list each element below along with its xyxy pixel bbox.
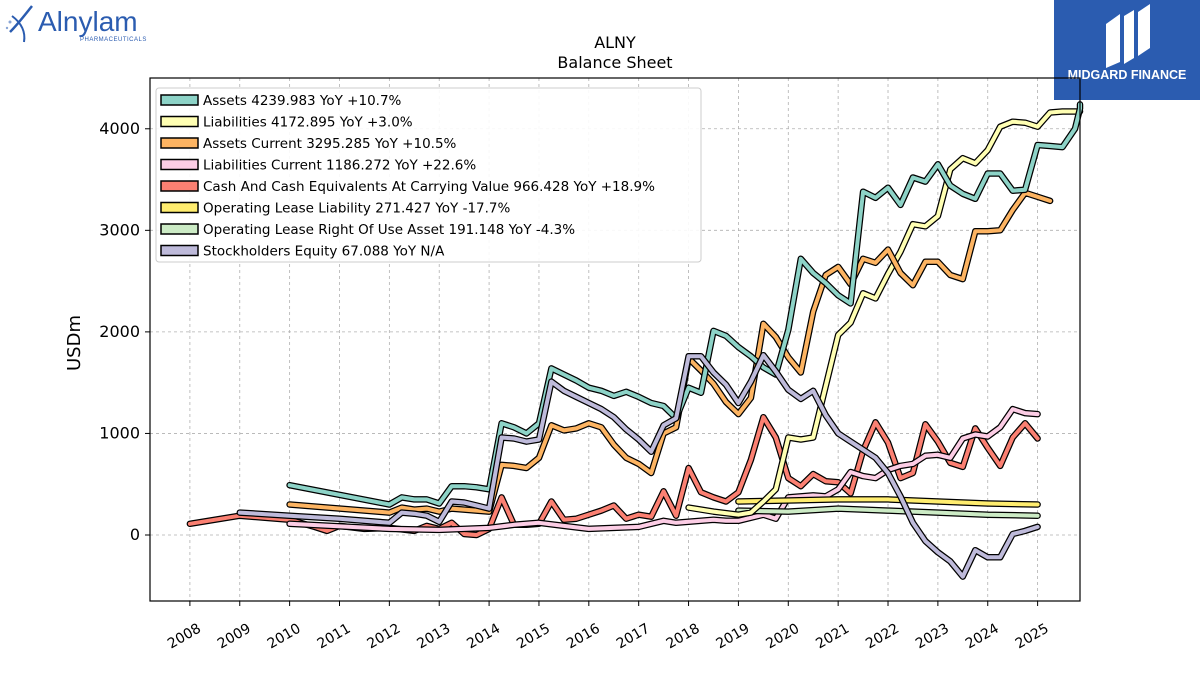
alnylam-logo-subtext: PHARMACEUTICALS	[80, 37, 147, 43]
series-line	[237, 353, 1040, 579]
legend-entry: Stockholders Equity 67.088 YoY N/A	[203, 244, 445, 260]
x-tick-label: 2018	[664, 621, 703, 653]
plot-frame	[149, 77, 1081, 602]
legend-entry: Cash And Cash Equivalents At Carrying Va…	[203, 179, 655, 195]
x-tick-label: 2022	[863, 621, 902, 653]
x-tick-label: 2021	[813, 621, 852, 653]
series-outline	[685, 108, 1084, 518]
series-lines	[186, 101, 1084, 580]
chart-title: ALNY	[594, 33, 636, 52]
x-tick-label: 2017	[614, 621, 653, 653]
legend: Assets 4239.983 YoY +10.7% Liabilities 41…	[155, 87, 702, 263]
legend-entry: Assets Current 3295.285 YoY +10.5%	[203, 136, 457, 152]
alnylam-logo-mark	[5, 5, 33, 43]
y-tick-label: 2000	[99, 322, 140, 341]
series-operating-lease-liability	[735, 496, 1041, 508]
x-tick-label: 2008	[165, 621, 204, 653]
series-line	[736, 497, 1040, 507]
legend-box	[155, 87, 702, 263]
legend-swatch	[160, 180, 199, 192]
y-tick-label: 4000	[99, 119, 140, 138]
x-tick-label: 2009	[215, 621, 254, 653]
legend-swatch	[160, 244, 199, 257]
x-tick-label: 2016	[564, 621, 603, 653]
series-line	[736, 506, 1040, 518]
x-tick-label: 2014	[464, 621, 503, 653]
alnylam-logo: Alnylam PHARMACEUTICALS	[4, 2, 164, 50]
y-ticks: 0 1000 2000 3000 4000	[99, 119, 150, 544]
legend-entry: Operating Lease Right Of Use Asset 191.1…	[203, 222, 575, 238]
legend-entry: Assets 4239.983 YoY +10.7%	[203, 93, 402, 109]
legend-entry: Operating Lease Liability 271.427 YoY -1…	[203, 201, 511, 217]
alnylam-logo-text: Alnylam	[38, 6, 138, 37]
x-tick-label: 2025	[1013, 621, 1052, 653]
series-line	[686, 109, 1082, 517]
midgard-finance-logo-mark	[1106, 4, 1150, 68]
x-tick-label: 2015	[514, 621, 553, 653]
y-tick-label: 1000	[99, 423, 140, 442]
y-tick-label: 0	[130, 525, 140, 544]
series-liabilities-current	[286, 405, 1041, 534]
series-operating-lease-right-of-use-asset	[735, 505, 1041, 519]
x-tick-label: 2012	[364, 621, 403, 653]
x-tick-label: 2019	[714, 621, 753, 653]
midgard-finance-logo: MIDGARD FINANCE	[1054, 0, 1200, 100]
midgard-finance-logo-text: MIDGARD FINANCE	[1067, 68, 1187, 82]
series-stockholders-equity	[236, 351, 1041, 580]
legend-swatch	[160, 158, 199, 171]
y-axis-label: USDm	[64, 315, 85, 371]
legend-entry: Liabilities Current 1186.272 YoY +22.6%	[203, 158, 476, 174]
legend-swatch	[160, 115, 199, 128]
x-tick-label: 2011	[315, 621, 354, 653]
x-ticks: 2008 2009 2010 2011 2012 2013 2014 2015 2016 2017…	[165, 601, 1052, 652]
y-tick-label: 3000	[99, 220, 140, 239]
x-tick-label: 2024	[963, 621, 1002, 653]
x-tick-label: 2010	[265, 621, 304, 653]
series-liabilities	[685, 108, 1084, 518]
legend-entry: Liabilities 4172.895 YoY +3.0%	[203, 115, 413, 131]
legend-swatch	[160, 223, 199, 235]
chart-subtitle: Balance Sheet	[557, 53, 672, 72]
legend-swatch	[160, 94, 199, 106]
legend-swatch	[160, 137, 199, 149]
x-tick-label: 2023	[913, 621, 952, 653]
x-tick-label: 2020	[763, 621, 802, 653]
series-line	[287, 407, 1040, 532]
x-tick-label: 2013	[414, 621, 453, 653]
legend-swatch	[160, 201, 199, 214]
